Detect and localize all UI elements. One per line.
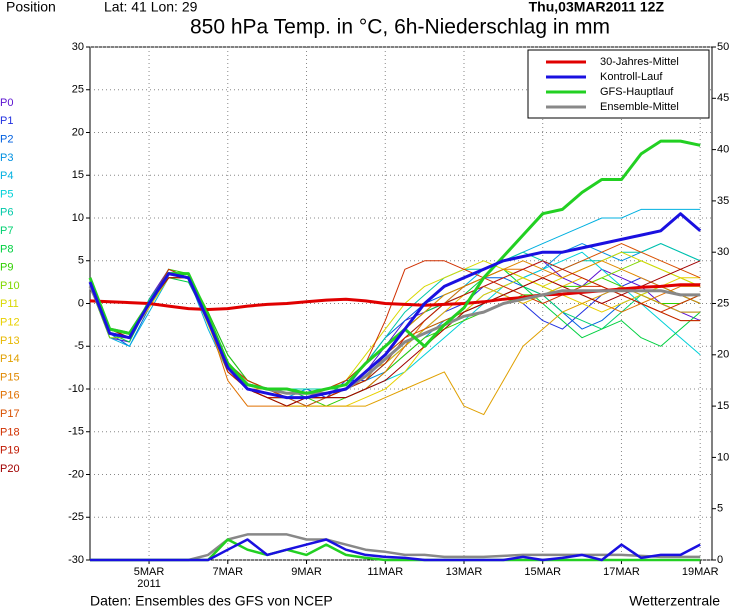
member-label: P7 [0, 225, 13, 237]
y2-tick-label: 45 [717, 92, 729, 104]
footer-brand: Wetterzentrale [629, 593, 720, 609]
x-tick-label: 15MAR [524, 566, 561, 578]
position-label: Position [6, 0, 56, 15]
member-label: P20 [0, 463, 20, 475]
y2-tick-label: 20 [717, 349, 729, 361]
member-label: P0 [0, 97, 13, 109]
y2-tick-label: 35 [717, 195, 729, 207]
precip-line [90, 538, 701, 562]
member-label: P12 [0, 317, 20, 329]
y-tick-label: 0 [78, 297, 84, 309]
x-tick-label: 11MAR [367, 566, 403, 578]
member-label: P4 [0, 170, 13, 182]
y-tick-label: -30 [68, 554, 84, 566]
member-label: P13 [0, 335, 20, 347]
member-label: P17 [0, 408, 20, 420]
y-tick-label: 15 [72, 169, 84, 181]
y2-tick-label: 0 [717, 554, 723, 566]
y2-tick-label: 15 [717, 400, 729, 412]
member-label: P5 [0, 188, 13, 200]
y-tick-label: 30 [72, 41, 84, 53]
series-line [88, 212, 702, 400]
y2-tick-label: 30 [717, 246, 729, 258]
member-label: P15 [0, 371, 20, 383]
y-tick-label: 20 [72, 126, 84, 138]
footer-source: Daten: Ensembles des GFS von NCEP [90, 593, 333, 609]
y-tick-label: 10 [72, 212, 84, 224]
member-label: P14 [0, 353, 20, 365]
member-label: P2 [0, 134, 13, 146]
member-label: P8 [0, 243, 13, 255]
x-tick-label: 19MAR [682, 566, 719, 578]
x-tick-label: 7MAR [213, 566, 244, 578]
member-label: P10 [0, 280, 20, 292]
series-line [88, 139, 701, 395]
y-tick-label: -15 [68, 426, 84, 438]
y-tick-label: -20 [68, 468, 84, 480]
legend-label: 30-Jahres-Mittel [600, 56, 679, 68]
y2-tick-label: 5 [717, 503, 723, 515]
y-tick-label: -10 [68, 383, 84, 395]
member-label: P19 [0, 445, 20, 457]
location: Lat: 41 Lon: 29 [104, 0, 198, 15]
legend-label: Kontroll-Lauf [600, 71, 663, 83]
y2-tick-label: 10 [717, 451, 729, 463]
y2-tick-label: 50 [717, 41, 729, 53]
y-tick-label: -25 [68, 511, 84, 523]
member-label: P9 [0, 262, 13, 274]
x-year-label: 2011 [137, 578, 161, 590]
member-label: P18 [0, 426, 20, 438]
y-tick-label: -5 [74, 340, 84, 352]
chart-title: 850 hPa Temp. in °C, 6h-Niederschlag in … [190, 16, 610, 39]
member-label: P6 [0, 207, 13, 219]
y2-tick-label: 40 [717, 144, 729, 156]
member-label: P11 [0, 298, 19, 310]
y-tick-label: 25 [72, 84, 84, 96]
run-time: Thu,03MAR2011 12Z [529, 0, 665, 15]
legend-label: GFS-Hauptlauf [600, 86, 674, 98]
legend-label: Ensemble-Mittel [600, 101, 679, 113]
y-tick-label: 5 [78, 255, 84, 267]
member-line [89, 243, 701, 399]
member-label: P1 [0, 115, 13, 127]
series-line [89, 283, 701, 311]
x-tick-label: 9MAR [291, 566, 322, 578]
y2-tick-label: 25 [717, 297, 729, 309]
member-label: P3 [0, 152, 13, 164]
x-tick-label: 5MAR [134, 566, 165, 578]
x-tick-label: 17MAR [603, 566, 640, 578]
member-label: P16 [0, 390, 20, 402]
x-tick-label: 13MAR [446, 566, 483, 578]
